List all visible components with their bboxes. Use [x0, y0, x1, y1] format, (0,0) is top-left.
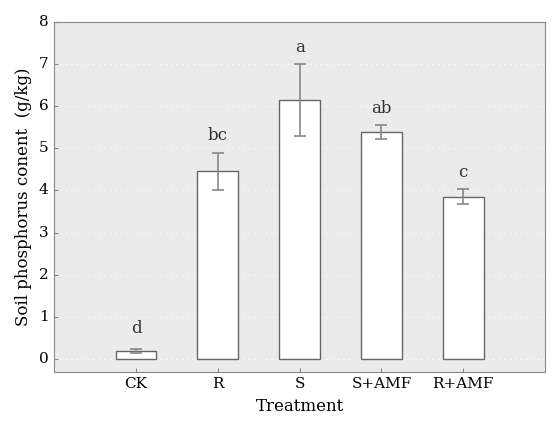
- Text: c: c: [459, 164, 468, 181]
- Y-axis label: Soil phosphorus conent  (g/kg): Soil phosphorus conent (g/kg): [15, 68, 32, 326]
- Bar: [115, 351, 156, 359]
- Text: a: a: [295, 39, 305, 56]
- Bar: [279, 100, 320, 359]
- Bar: [361, 132, 402, 359]
- Text: bc: bc: [208, 127, 228, 144]
- Bar: [197, 172, 239, 359]
- Text: ab: ab: [371, 100, 391, 117]
- Text: d: d: [130, 319, 141, 337]
- Bar: [443, 197, 484, 359]
- X-axis label: Treatment: Treatment: [255, 398, 344, 415]
